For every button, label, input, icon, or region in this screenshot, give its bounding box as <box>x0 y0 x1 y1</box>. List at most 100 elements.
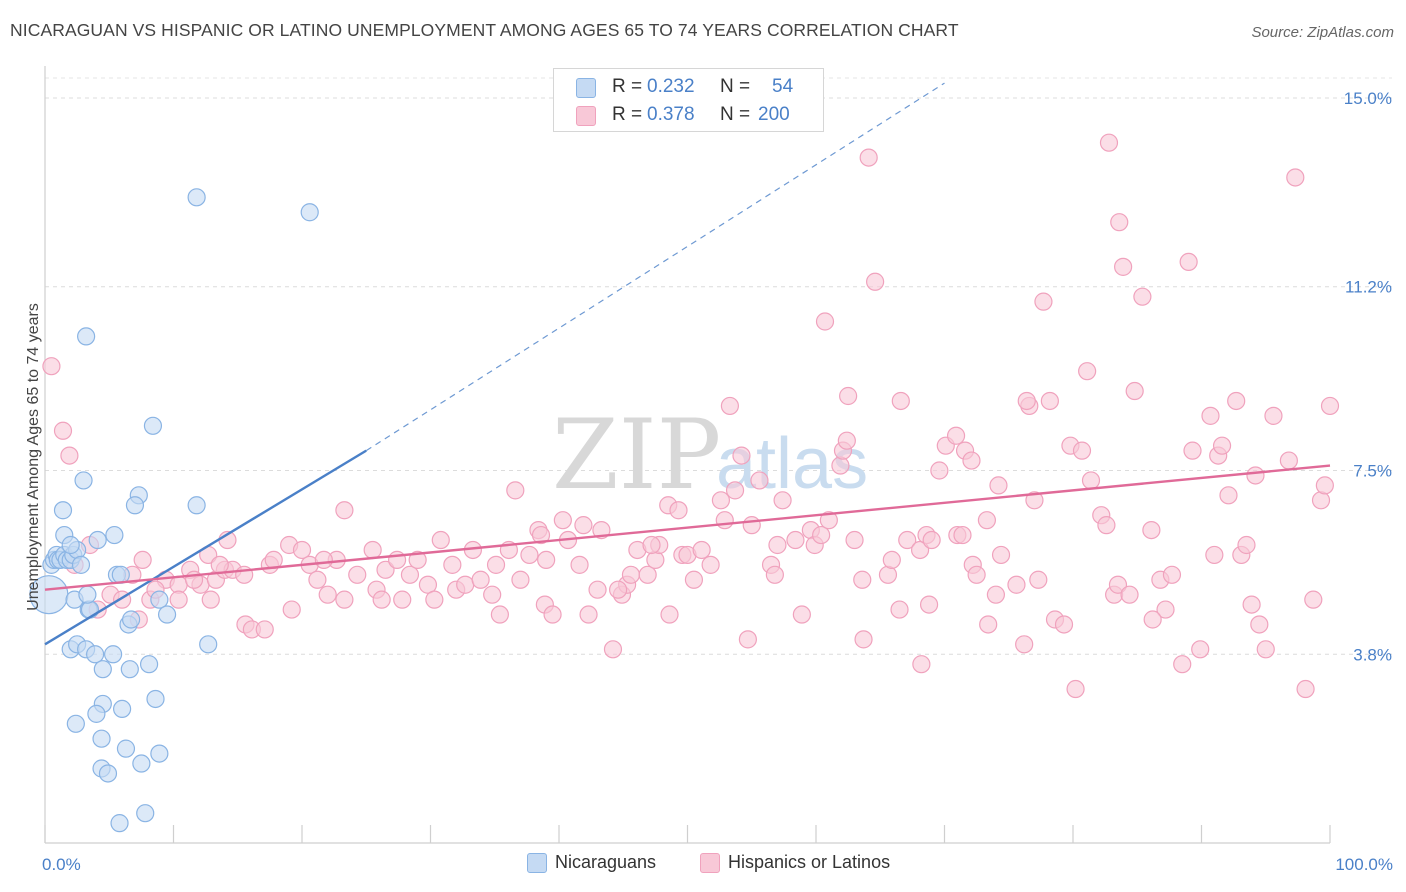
legend-r-value: 0.378 <box>647 104 695 125</box>
data-point <box>132 754 151 773</box>
data-point <box>93 660 112 679</box>
data-point <box>61 535 80 555</box>
trend-extension-nicaraguans <box>365 82 945 452</box>
y-tick-label: 15.0% <box>1344 89 1392 108</box>
data-point <box>199 635 218 654</box>
data-point <box>715 511 734 530</box>
data-point <box>1143 610 1162 629</box>
data-point <box>42 357 61 376</box>
data-point <box>314 550 333 570</box>
data-point <box>490 605 509 624</box>
data-point <box>71 555 91 574</box>
data-point <box>318 585 337 604</box>
data-point <box>77 327 96 346</box>
data-point <box>400 565 420 584</box>
data-point <box>962 451 981 470</box>
data-point <box>1246 466 1265 485</box>
data-point <box>1296 679 1315 699</box>
data-point <box>1250 615 1269 634</box>
data-point <box>732 446 751 465</box>
data-point <box>1212 436 1232 455</box>
data-point <box>408 550 427 570</box>
data-point <box>393 590 412 609</box>
data-point <box>930 461 949 480</box>
data-point <box>603 640 623 659</box>
data-point <box>425 590 444 609</box>
legend-n-label: N = <box>720 104 751 125</box>
data-point <box>815 312 835 331</box>
data-point <box>1081 471 1101 490</box>
data-point <box>646 550 665 570</box>
data-point <box>120 660 139 679</box>
y-tick-label: 3.8% <box>1353 645 1392 664</box>
data-point <box>471 570 490 589</box>
data-point <box>991 545 1011 565</box>
data-point <box>986 585 1006 604</box>
data-point <box>1286 168 1305 187</box>
data-point <box>1256 640 1275 659</box>
trend-line-hispanics <box>44 464 1331 591</box>
data-point <box>890 600 909 619</box>
legend-row-hispanics: R = 0.378 N = 200 <box>554 102 823 130</box>
data-point <box>187 188 206 207</box>
data-point <box>456 575 475 594</box>
trend-line-nicaraguans <box>44 449 367 646</box>
data-point <box>922 530 941 550</box>
legend-swatch-nicaraguans <box>576 78 596 98</box>
axis-layer <box>44 66 1331 844</box>
data-point <box>150 590 169 609</box>
data-point <box>531 525 551 545</box>
data-point <box>157 605 177 624</box>
data-point <box>839 386 858 406</box>
data-point <box>750 471 769 490</box>
data-point <box>431 530 450 550</box>
data-point <box>104 645 123 664</box>
data-point <box>1304 590 1323 609</box>
data-point <box>60 446 79 465</box>
data-point <box>486 555 506 574</box>
data-point <box>511 570 530 589</box>
data-point <box>919 595 939 614</box>
tick-label-layer: 3.8% 7.5% 11.2% 15.0% 0.0% 100.0% <box>42 89 1393 874</box>
x-tick-label: 100.0% <box>1335 855 1393 874</box>
data-point <box>1237 535 1256 555</box>
data-point <box>768 535 787 555</box>
data-point <box>638 565 657 584</box>
data-point <box>1311 491 1331 510</box>
data-point <box>1054 615 1074 634</box>
data-point <box>1110 213 1129 232</box>
data-point <box>812 525 831 545</box>
bottom-legend-swatch <box>527 853 547 873</box>
data-point <box>1025 491 1044 510</box>
data-point <box>1125 381 1144 401</box>
data-point <box>579 605 598 624</box>
data-point <box>1114 257 1133 276</box>
data-point <box>1133 287 1152 306</box>
data-point <box>1007 575 1026 594</box>
data-point <box>210 555 229 574</box>
data-point <box>282 600 301 619</box>
data-point <box>882 550 901 570</box>
data-point <box>989 476 1008 495</box>
data-point <box>574 516 593 535</box>
data-point <box>845 530 864 550</box>
data-point <box>1078 362 1097 381</box>
data-point <box>74 471 93 490</box>
data-point <box>348 565 367 584</box>
data-point <box>967 565 986 584</box>
data-point <box>765 565 784 584</box>
data-point <box>1162 565 1182 584</box>
data-point <box>116 739 136 758</box>
data-point <box>1029 570 1048 589</box>
data-point <box>187 496 206 515</box>
data-point <box>87 704 106 723</box>
data-point <box>372 590 391 609</box>
data-point <box>1017 391 1036 411</box>
data-point <box>335 590 354 609</box>
data-point <box>738 630 757 649</box>
data-point <box>1173 655 1192 674</box>
data-point <box>363 540 382 560</box>
y-tick-label: 7.5% <box>1353 462 1392 481</box>
data-point <box>86 645 105 664</box>
data-point <box>1201 406 1220 425</box>
